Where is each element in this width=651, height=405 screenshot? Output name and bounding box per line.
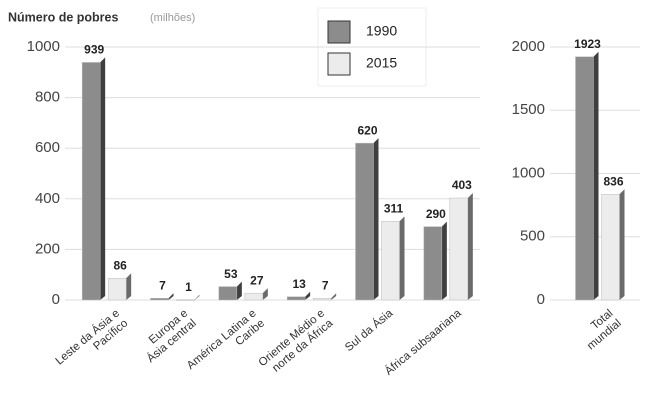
x-tick-label: Totalmundial: [577, 307, 624, 352]
bar-side: [262, 288, 268, 300]
bar-side: [467, 193, 473, 300]
bar-side: [236, 281, 242, 300]
bar-side: [100, 57, 106, 300]
bar-side: [373, 138, 379, 300]
y-tick-label: 1000: [27, 38, 60, 55]
bar: [355, 142, 374, 301]
x-tick-label: Leste da Ásia ePacífico: [53, 307, 130, 378]
chart-subtitle: (milhões): [150, 12, 195, 24]
bar-group: [312, 293, 337, 301]
value-label: 7: [159, 278, 166, 292]
bar-group: [107, 273, 132, 301]
y-tick-label: 1500: [512, 101, 545, 118]
chart-title: Número de pobres: [8, 10, 118, 24]
x-tick-label: Oriente Médio enorte da África: [257, 307, 336, 379]
bar: [244, 292, 264, 301]
y-tick-label: 1000: [512, 164, 545, 181]
value-label: 7: [322, 278, 329, 292]
bar: [286, 296, 306, 301]
bar-group: [601, 189, 625, 301]
value-label: 620: [357, 123, 377, 137]
bar-side: [305, 291, 311, 300]
value-label: 13: [292, 277, 306, 291]
bar-group: [355, 138, 379, 301]
bar-group: [286, 291, 311, 301]
x-tick-label-line: Sul da Ásia: [342, 306, 395, 354]
bar-side: [168, 293, 174, 300]
value-label: 403: [452, 178, 472, 192]
bar: [107, 277, 127, 301]
legend-swatch: [327, 52, 351, 76]
bar-group: [218, 281, 242, 301]
bar: [381, 221, 400, 301]
bar-group: [81, 57, 106, 301]
legend-label: 2015: [366, 55, 397, 71]
bar-group: [381, 216, 405, 301]
y-tick-label: 800: [35, 89, 60, 106]
bar-side: [619, 189, 625, 300]
value-label: 939: [84, 43, 104, 57]
x-tick-label: América Latina eCaribe: [185, 307, 267, 382]
bar: [150, 297, 169, 301]
bar: [449, 197, 469, 301]
y-tick-label: 500: [520, 228, 545, 245]
value-label: 290: [426, 207, 446, 221]
bar-group: [176, 294, 200, 301]
value-label: 27: [250, 273, 264, 287]
bar-group: [575, 51, 599, 301]
value-label: 86: [113, 258, 127, 272]
y-tick-label: 600: [35, 139, 60, 156]
y-tick-label: 0: [537, 291, 545, 308]
bar-side: [441, 221, 447, 300]
bar-group: [150, 293, 174, 301]
bar: [176, 299, 195, 301]
legend-label: 1990: [366, 23, 397, 39]
bar-group: [449, 193, 473, 301]
x-tick-label: Europa eÁsia central: [137, 307, 199, 365]
legend-swatch: [327, 20, 351, 44]
bar: [312, 297, 332, 301]
value-label: 836: [603, 174, 623, 188]
bar: [218, 286, 238, 301]
y-tick-label: 200: [35, 240, 60, 257]
x-tick-label: Sul da Ásia: [342, 306, 395, 354]
bar: [81, 62, 101, 301]
bar: [575, 56, 594, 301]
bar: [423, 226, 443, 301]
bar-side: [331, 293, 337, 300]
value-label: 53: [224, 267, 238, 281]
bar-group: [423, 221, 447, 301]
bar-side: [126, 273, 132, 300]
y-tick-label: 2000: [512, 38, 545, 55]
value-label: 1923: [574, 37, 601, 51]
y-tick-label: 0: [52, 291, 60, 308]
bar-side: [593, 51, 599, 300]
value-label: 1: [185, 280, 192, 294]
bar-side: [399, 216, 405, 300]
bar-group: [244, 288, 268, 301]
bar-side: [194, 294, 200, 300]
bar: [601, 193, 620, 301]
value-label: 311: [384, 201, 404, 215]
y-tick-label: 400: [35, 190, 60, 207]
